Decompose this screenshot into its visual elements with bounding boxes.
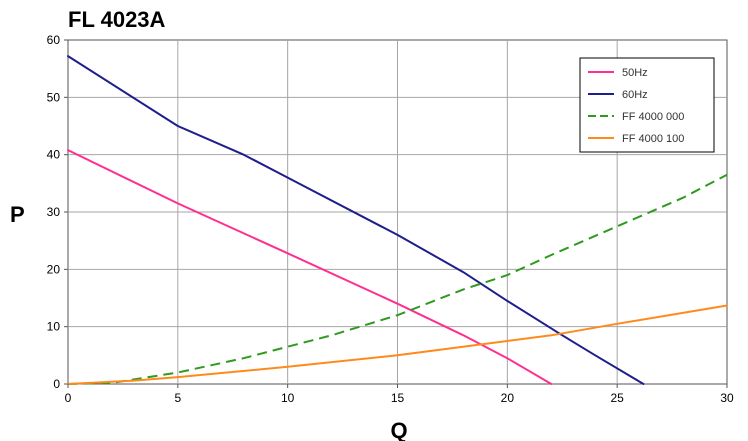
series-line-2 — [67, 173, 728, 385]
x-tick-label: 5 — [174, 391, 181, 405]
y-tick-label: 60 — [47, 33, 61, 47]
y-axis-ticks: 0 10 20 30 40 50 60 — [47, 33, 68, 391]
y-tick-label: 10 — [47, 320, 61, 334]
x-tick-label: 30 — [720, 391, 734, 405]
legend-box — [579, 57, 715, 153]
x-tick-label: 25 — [610, 391, 624, 405]
series-lines — [67, 55, 728, 385]
x-tick-label: 10 — [281, 391, 295, 405]
legend: 50Hz 60Hz FF 4000 000 FF 4000 100 — [579, 57, 715, 153]
legend-label: 60Hz — [622, 89, 648, 101]
y-tick-label: 40 — [47, 148, 61, 162]
x-axis-label: Q — [390, 418, 407, 441]
x-tick-label: 15 — [391, 391, 405, 405]
grid — [68, 40, 727, 384]
y-axis-label: P — [10, 202, 25, 227]
series-line-1 — [67, 55, 645, 385]
x-tick-label: 20 — [501, 391, 515, 405]
y-tick-label: 20 — [47, 262, 61, 276]
chart-title: FL 4023A — [68, 7, 166, 32]
legend-label: FF 4000 000 — [622, 111, 684, 123]
x-tick-label: 0 — [65, 391, 72, 405]
legend-label: FF 4000 100 — [622, 133, 684, 145]
series-line-0 — [67, 149, 553, 385]
y-tick-label: 50 — [47, 90, 61, 104]
legend-label: 50Hz — [622, 67, 648, 79]
y-tick-label: 30 — [47, 205, 61, 219]
series-line-3 — [67, 304, 728, 385]
y-tick-label: 0 — [53, 377, 60, 391]
x-axis-ticks: 0 5 10 15 20 25 30 — [65, 384, 734, 405]
